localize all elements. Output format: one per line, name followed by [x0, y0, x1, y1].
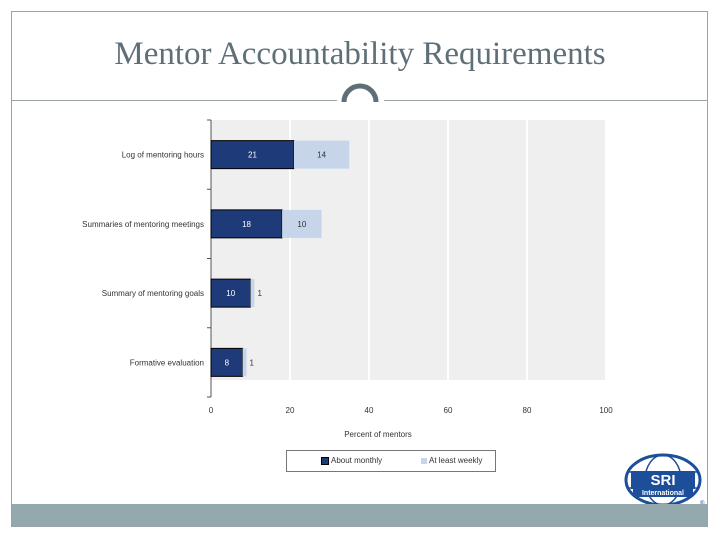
bar-weekly — [242, 348, 247, 377]
logo-text-bottom: International — [642, 490, 684, 497]
bar-weekly — [282, 209, 322, 238]
legend: About monthly At least weekly — [286, 450, 496, 472]
data-label: 21 — [248, 151, 257, 160]
slide-frame — [11, 11, 708, 527]
data-label: 1 — [257, 289, 262, 298]
ornament-icon — [341, 83, 379, 103]
sri-logo: SRI International ® — [624, 453, 705, 507]
category-label: Summaries of mentoring meetings — [82, 220, 204, 229]
logo-text-top: SRI — [650, 472, 675, 489]
category-label: Log of mentoring hours — [122, 151, 204, 160]
bar-weekly — [293, 140, 350, 169]
x-tick-labels: 0 20 40 60 80 100 — [209, 406, 613, 415]
category-ticks — [207, 119, 211, 398]
data-label: 14 — [317, 151, 326, 160]
data-label: 1 — [250, 358, 255, 367]
legend-item-monthly: About monthly — [321, 456, 382, 465]
bar-monthly — [210, 209, 283, 239]
x-tick-label: 100 — [599, 406, 613, 415]
title-rule-left — [12, 100, 337, 101]
footer-bar — [12, 504, 707, 526]
bar-weekly — [250, 279, 255, 308]
category-label: Formative evaluation — [130, 358, 204, 367]
data-label: 18 — [242, 220, 251, 229]
title-rule-right — [384, 100, 707, 101]
legend-swatch-weekly — [421, 457, 427, 464]
bar-monthly — [210, 278, 251, 308]
x-tick-label: 0 — [209, 406, 214, 415]
legend-label-monthly: About monthly — [331, 456, 383, 465]
legend-label-weekly: At least weekly — [429, 456, 483, 465]
category-label: Summary of mentoring goals — [102, 289, 204, 298]
x-tick-label: 60 — [444, 406, 453, 415]
legend-swatch-monthly — [321, 456, 329, 465]
svg-text:®: ® — [700, 500, 705, 507]
category-labels: Log of mentoring hours Summaries of mento… — [82, 151, 204, 368]
x-axis-label: Percent of mentors — [344, 430, 412, 439]
data-label: 8 — [225, 358, 230, 367]
slide-title: Mentor Accountability Requirements — [114, 36, 606, 72]
gridlines — [289, 120, 607, 380]
data-label: 10 — [297, 220, 306, 229]
data-label: 10 — [226, 289, 235, 298]
legend-item-weekly: At least weekly — [421, 456, 482, 465]
x-tick-label: 20 — [286, 406, 295, 415]
bar-monthly — [210, 140, 295, 170]
x-tick-label: 80 — [523, 406, 532, 415]
x-tick-label: 40 — [365, 406, 374, 415]
